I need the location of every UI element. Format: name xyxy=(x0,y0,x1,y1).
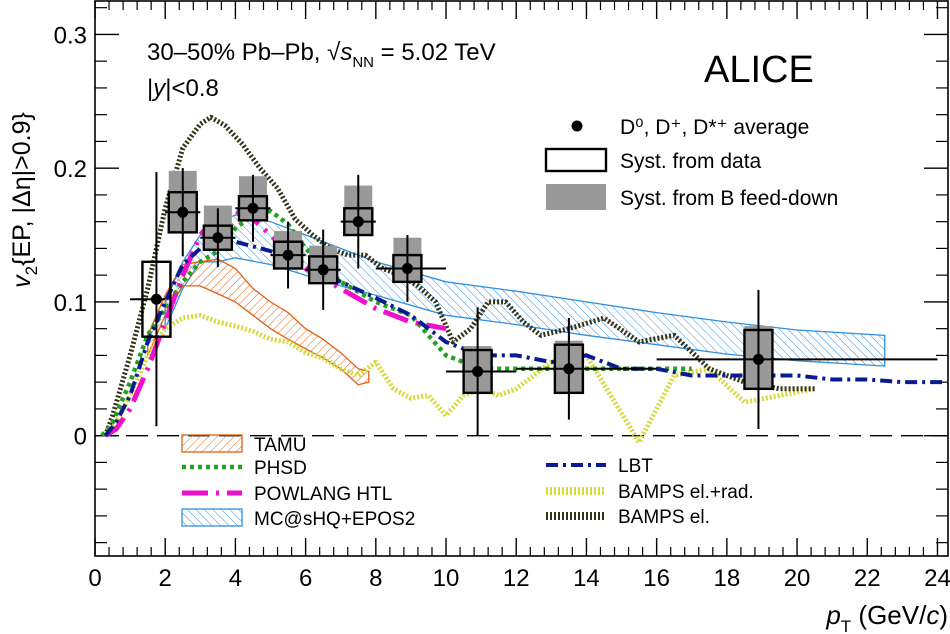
model-curve-bamps-el- xyxy=(103,114,815,437)
y-tick-label: 0.1 xyxy=(54,290,87,317)
legend-label-powlang-htl: POWLANG HTL xyxy=(254,484,392,505)
y-axis-title: v2{EP, |Δη|>0.9} xyxy=(8,112,41,288)
data-point-marker xyxy=(282,249,294,261)
data-point-marker xyxy=(352,216,364,228)
data-legend: D⁰, D⁺, D*⁺ average Syst. from data Syst… xyxy=(544,116,838,210)
collision-system-label: 30–50% Pb–Pb, √sNN = 5.02 TeV xyxy=(147,39,496,71)
data-point-group xyxy=(446,307,517,436)
model-curve-phsd xyxy=(100,208,692,438)
data-point-marker xyxy=(752,353,764,365)
x-axis-title: pT (GeV/c) xyxy=(825,600,948,634)
x-tick-label: 8 xyxy=(369,565,382,592)
x-tick-label: 4 xyxy=(229,565,242,592)
y-tick-label: 0 xyxy=(74,424,87,451)
legend-label-bamps-el-rad-: BAMPS el.+rad. xyxy=(618,482,754,503)
data-point-marker xyxy=(150,293,162,305)
plot-frame xyxy=(94,0,949,557)
x-tick-label: 12 xyxy=(503,565,530,592)
data-point-marker xyxy=(317,264,329,276)
data-point-group xyxy=(165,168,201,257)
legend-syst-data-label: Syst. from data xyxy=(620,150,762,173)
x-tick-label: 6 xyxy=(299,565,312,592)
experiment-label: ALICE xyxy=(704,49,814,91)
x-tick-label: 24 xyxy=(924,565,950,592)
model-curves xyxy=(100,114,948,445)
data-point-group xyxy=(656,289,938,429)
model-band-tamu xyxy=(147,258,370,386)
y-tick-label: 0.2 xyxy=(54,156,87,183)
legend-swatch-mc-shq-epos2 xyxy=(181,508,243,527)
data-point-group xyxy=(375,235,447,302)
data-point-marker xyxy=(177,206,189,218)
x-tick-label: 10 xyxy=(433,565,460,592)
legend-syst-b-marker xyxy=(546,184,606,210)
model-band-mc-shq-epos2 xyxy=(164,214,886,367)
svg-text:v2{EP, |Δη|>0.9}: v2{EP, |Δη|>0.9} xyxy=(8,112,41,288)
x-tick-label: 16 xyxy=(643,565,670,592)
data-point-group xyxy=(270,221,306,289)
data-point-marker xyxy=(563,363,575,375)
data-point-group xyxy=(305,229,341,310)
x-tick-label: 2 xyxy=(159,565,172,592)
x-tick-label: 14 xyxy=(573,565,600,592)
model-curve-bamps-el-rad- xyxy=(103,312,816,445)
legend-label-phsd: PHSD xyxy=(254,458,307,479)
legend-syst-data-marker xyxy=(544,147,608,173)
data-point-group xyxy=(340,174,376,269)
data-point-marker xyxy=(472,365,484,377)
data-point-marker xyxy=(247,202,259,214)
data-point-group xyxy=(200,205,236,268)
rapidity-label: |y|<0.8 xyxy=(147,75,219,102)
legend-label-tamu: TAMU xyxy=(254,435,306,456)
legend-swatch-tamu xyxy=(181,434,243,453)
legend-point-marker xyxy=(571,120,583,132)
legend-label-bamps-el-: BAMPS el. xyxy=(618,507,710,528)
legend-syst-b-label: Syst. from B feed-down xyxy=(620,187,838,210)
x-tick-label: 22 xyxy=(854,565,881,592)
data-point-marker xyxy=(401,262,413,274)
y-tick-label: 0.3 xyxy=(54,22,87,49)
data-points xyxy=(130,168,938,436)
data-point-group xyxy=(235,174,271,242)
x-tick-label: 18 xyxy=(714,565,741,592)
legend-label-mc-shq-epos2: MC@sHQ+EPOS2 xyxy=(254,509,415,530)
data-point-group xyxy=(130,172,172,427)
legend-points-label: D⁰, D⁺, D*⁺ average xyxy=(620,116,809,139)
model-curve-lbt xyxy=(103,239,948,437)
x-tick-label: 20 xyxy=(784,565,811,592)
data-point-group xyxy=(516,317,657,420)
x-tick-label: 0 xyxy=(88,565,101,592)
legend-label-lbt: LBT xyxy=(618,456,653,477)
data-point-marker xyxy=(212,232,224,244)
